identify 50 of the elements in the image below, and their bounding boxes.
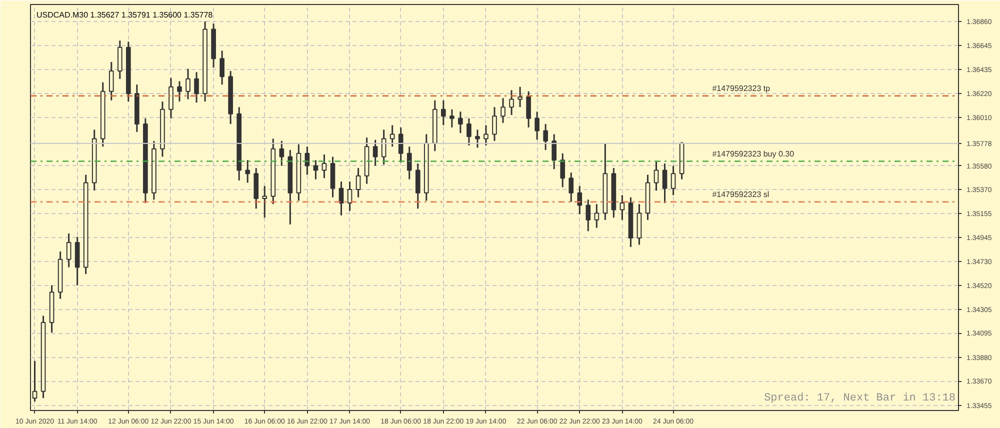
candlestick (475, 128, 480, 148)
candlestick (560, 152, 566, 188)
ref-line-label: #1479592323 buy 0.30 (712, 149, 795, 158)
candlestick (177, 80, 182, 102)
candlestick (518, 86, 522, 108)
candlestick (220, 50, 224, 86)
candlestick (262, 185, 268, 218)
candlestick (594, 203, 600, 229)
candlestick (279, 140, 284, 167)
candlestick (381, 128, 386, 166)
candlestick (492, 106, 497, 142)
candlestick (322, 154, 327, 179)
candlestick (168, 77, 174, 120)
candlestick (338, 180, 344, 216)
candlestick (108, 61, 114, 102)
candlestick (313, 159, 318, 180)
candlestick (654, 160, 659, 192)
candlestick (509, 89, 514, 116)
candlestick (194, 71, 199, 104)
candlestick (406, 146, 412, 180)
candlestick (245, 159, 250, 184)
candlestick (186, 68, 190, 100)
candlestick (568, 172, 574, 203)
candlestick (552, 133, 557, 170)
candlestick (586, 198, 591, 232)
candlestick (543, 123, 548, 151)
ref-line-label: #1479592323 tp (712, 84, 771, 93)
candlestick (66, 232, 72, 268)
candlestick (500, 97, 506, 124)
candlestick (458, 110, 463, 134)
candlestick (526, 90, 531, 128)
text: USDCAD.M30 1.35627 1.35791 1.35600 1.35778 (36, 10, 214, 20)
ref-line-label: #1479592323 sl (712, 190, 770, 199)
candlestick (534, 110, 540, 141)
candlestick (484, 124, 488, 146)
candlestick (441, 100, 446, 126)
candlestick (117, 40, 122, 80)
candlestick (662, 162, 668, 204)
candlestick (347, 180, 352, 212)
candlestick (466, 118, 472, 146)
annotation: Spread: 17, Next Bar in 13:18 (764, 392, 956, 404)
candlestick (620, 194, 625, 221)
candlestick (577, 185, 582, 216)
candlestick (415, 162, 420, 210)
candlestick (372, 139, 378, 167)
candlestick (450, 108, 454, 128)
candlestick (390, 124, 395, 148)
candlestick (398, 126, 404, 164)
candlestick (670, 165, 676, 196)
candlestick (356, 167, 361, 198)
